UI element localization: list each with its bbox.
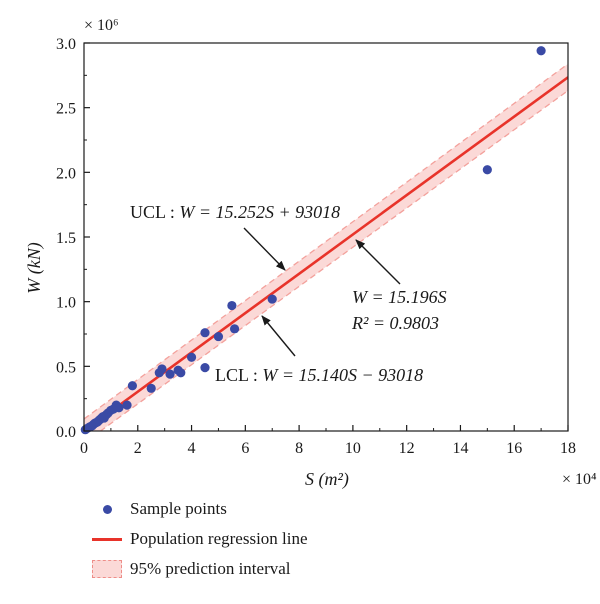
x-tick-label: 2 (134, 440, 142, 457)
upper-confidence-limit (84, 63, 568, 420)
x-tick-label: 0 (80, 440, 88, 457)
annotations: UCL : W = 15.252S + 93018 LCL : W = 15.1… (130, 202, 447, 385)
y-axis-multiplier: × 10⁶ (84, 17, 119, 34)
prediction-band-fill (84, 63, 568, 431)
sample-point (146, 383, 156, 393)
sample-point (200, 328, 210, 338)
legend-item-prediction-interval: 95% prediction interval (92, 556, 412, 586)
x-axis-ticks: 0 2 4 6 8 10 12 14 16 18 (80, 425, 576, 457)
sample-point (157, 364, 167, 374)
lcl-annotation: LCL : W = 15.140S − 93018 (215, 365, 423, 385)
y-tick-label: 1.5 (56, 230, 76, 247)
lcl-arrow (261, 315, 296, 357)
sample-point (200, 363, 210, 373)
legend-label-sample-points: Sample points (130, 499, 227, 518)
y-tick-label: 2.0 (56, 165, 76, 182)
y-tick-label: 1.0 (56, 295, 76, 312)
legend-item-sample-points: Sample points (92, 496, 412, 526)
sample-point (227, 300, 237, 311)
scatter-dot-icon (92, 498, 122, 520)
y-axis-ticks: 0.0 0.5 1.0 1.5 2.0 2.5 3.0 (56, 36, 90, 441)
y-tick-label: 0.5 (56, 359, 76, 376)
x-tick-label: 12 (399, 440, 415, 457)
y-tick-label: 2.5 (56, 101, 76, 118)
sample-point (267, 294, 277, 304)
ucl-arrow (243, 227, 286, 271)
legend-label-prediction-interval: 95% prediction interval (130, 559, 291, 578)
sample-point (229, 324, 240, 334)
x-axis-label: S (m²) (305, 469, 349, 490)
x-tick-label: 10 (345, 440, 361, 457)
x-tick-label: 16 (506, 440, 522, 457)
sample-point (165, 369, 175, 379)
legend-item-regression-line: Population regression line (92, 526, 412, 556)
x-tick-label: 6 (241, 440, 249, 457)
shaded-band-icon (92, 560, 122, 578)
y-axis-label: W (kN) (24, 242, 45, 293)
sample-point (122, 400, 132, 410)
sample-point (114, 403, 124, 413)
fit-arrow (355, 239, 401, 285)
sample-point (176, 368, 186, 378)
sample-point (213, 331, 224, 342)
x-tick-label: 8 (295, 440, 303, 457)
fit-r-squared: R² = 0.9803 (351, 313, 439, 333)
sample-point (482, 165, 492, 175)
x-axis-multiplier: × 10⁴ (562, 471, 597, 488)
prediction-interval-band (84, 63, 568, 431)
y-tick-label: 3.0 (56, 36, 76, 53)
x-tick-label: 18 (560, 440, 576, 457)
legend-label-regression-line: Population regression line (130, 529, 308, 548)
red-line-icon (92, 528, 122, 550)
x-tick-label: 14 (452, 440, 468, 457)
ucl-annotation: UCL : W = 15.252S + 93018 (130, 202, 340, 222)
sample-point (536, 46, 546, 56)
sample-point (127, 381, 137, 391)
sample-points (80, 46, 546, 435)
y-tick-label: 0.0 (56, 424, 76, 441)
sample-point (186, 352, 197, 362)
fit-equation: W = 15.196S (352, 287, 447, 307)
legend: Sample points Population regression line… (92, 496, 412, 586)
x-tick-label: 4 (188, 440, 196, 457)
